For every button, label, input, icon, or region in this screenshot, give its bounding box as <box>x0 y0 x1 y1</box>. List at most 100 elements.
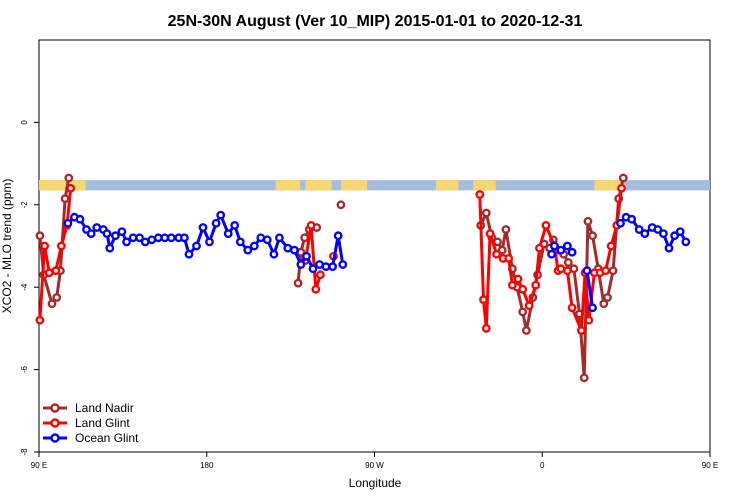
series-0-point-3-3 <box>493 237 502 247</box>
series-2-line-2 <box>585 270 595 309</box>
y-tick-label-0: 0 <box>20 120 29 125</box>
series-0-point-0-0 <box>35 231 45 241</box>
series-1-point-3-27 <box>617 183 626 193</box>
legend-marker-1 <box>50 418 60 428</box>
series-2-point-3-6 <box>653 225 663 234</box>
series-1-line-1 <box>304 223 322 291</box>
series-1-point-3-18 <box>567 303 577 313</box>
series-2-point-3-3 <box>634 225 644 234</box>
series-1-point-3-2 <box>481 323 491 333</box>
series-2-point-1-3 <box>563 241 572 251</box>
series-1-point-3-25 <box>606 241 616 251</box>
series-1-point-0-6 <box>66 183 76 193</box>
x-axis-label: Longitude <box>349 476 402 490</box>
land-strip-segment-6 <box>594 180 625 191</box>
series-2-point-0-27 <box>223 229 233 239</box>
series-2-point-1-2 <box>556 245 566 255</box>
series-0-point-1-0 <box>293 278 303 288</box>
series-1-point-3-4 <box>492 249 501 259</box>
y-axis-label: XCO2 - MLO trend (ppm) <box>0 179 14 314</box>
series-0-point-3-5 <box>501 225 511 234</box>
y-tick-label-3: -6 <box>20 365 29 373</box>
series-1-point-3-17 <box>563 266 572 276</box>
legend-label-1: Land Glint <box>75 416 130 430</box>
series-2-point-0-21 <box>184 249 194 259</box>
land-strip-segment-4 <box>436 180 459 191</box>
series-0-point-3-26 <box>608 266 618 276</box>
series-2-point-3-2 <box>627 214 637 224</box>
ocean-strip <box>39 180 710 191</box>
x-tick-label-3: 0 <box>540 461 545 470</box>
series-0-line-3 <box>479 177 625 380</box>
x-tick-label-4: 90 E <box>702 461 718 470</box>
series-0-point-3-22 <box>588 231 597 241</box>
series-1-point-0-4 <box>57 241 66 251</box>
series-2-point-0-29 <box>235 237 245 247</box>
x-tick-label-1: 180 <box>200 461 214 470</box>
legend-marker-0 <box>50 403 60 413</box>
legend-marker-2 <box>50 433 60 443</box>
series-2-point-0-11 <box>122 237 132 247</box>
series-1-point-1-2 <box>311 284 321 294</box>
series-2-point-0-31 <box>249 241 259 251</box>
series-2-point-0-2 <box>75 214 85 224</box>
land-ocean-strip <box>39 180 710 191</box>
series-1-point-3-13 <box>541 220 551 230</box>
series-2-point-0-4 <box>86 229 96 239</box>
series-0-point-3-28 <box>618 173 628 183</box>
series-1 <box>35 183 626 335</box>
series-1-point-0-0 <box>35 315 45 325</box>
series-0-point-3-21 <box>583 216 593 226</box>
legend-label-2: Ocean Glint <box>75 431 139 445</box>
series-1-point-3-0 <box>475 190 485 199</box>
series-2-point-0-9 <box>111 231 120 241</box>
series-0-point-3-17 <box>563 258 573 267</box>
series-2-point-0-40 <box>308 264 318 274</box>
series-1-point-1-3 <box>315 270 325 280</box>
y-tick-label-4: -8 <box>20 448 29 456</box>
x-tick-label-0: 90 E <box>31 461 47 470</box>
series-2-point-0-24 <box>205 237 214 247</box>
series-2-point-0-18 <box>166 233 176 243</box>
series-2-point-0-22 <box>192 241 201 251</box>
series-2-point-0-45 <box>338 260 348 269</box>
series-0-point-3-24 <box>599 299 609 309</box>
land-strip-segment-1 <box>275 180 300 191</box>
series-2-point-0-43 <box>328 262 337 271</box>
series-0-point-0-6 <box>64 173 74 183</box>
series-2-point-0-30 <box>243 245 253 255</box>
series-2-point-0-44 <box>333 231 343 241</box>
series-2-point-0-20 <box>179 233 189 243</box>
series-2-point-0-0 <box>63 218 73 228</box>
series-2-point-3-4 <box>640 229 650 239</box>
series-2-point-3-10 <box>675 227 685 237</box>
series-2 <box>63 210 691 313</box>
series-2-point-3-8 <box>664 243 674 253</box>
series-0-point-2-0 <box>336 200 346 210</box>
series-1-point-0-3 <box>51 266 61 276</box>
series-2-point-0-38 <box>296 260 306 269</box>
series-1-point-3-1 <box>479 295 488 304</box>
series-1-point-1-1 <box>306 220 316 230</box>
series-group <box>35 173 691 383</box>
series-2-point-2-0 <box>582 266 592 276</box>
land-strip-segment-5 <box>473 180 496 191</box>
chart-title: 25N-30N August (Ver 10_MIP) 2015-01-01 t… <box>168 13 583 30</box>
series-1-point-0-1 <box>40 241 49 251</box>
series-2-line-0 <box>66 213 345 271</box>
series-1-point-3-9 <box>518 284 528 294</box>
series-2-point-3-0 <box>616 218 625 228</box>
series-0 <box>35 173 628 383</box>
series-1-point-3-6 <box>504 253 514 263</box>
series-2-point-0-25 <box>211 218 221 228</box>
series-1-point-3-7 <box>508 280 517 290</box>
axes: 0-2-4-6-890 E 180 90 W 0 90 E <box>20 120 718 470</box>
series-1-point-3-12 <box>535 243 544 253</box>
series-2-point-1-1 <box>550 241 559 251</box>
legend-label-0: Land Nadir <box>75 401 134 415</box>
land-strip-segment-0 <box>39 180 86 191</box>
y-tick-label-2: -4 <box>20 283 29 291</box>
series-2-point-0-34 <box>269 249 279 259</box>
